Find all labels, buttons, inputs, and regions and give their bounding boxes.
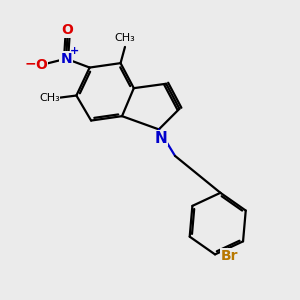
Text: CH₃: CH₃ [115,33,135,43]
Text: CH₃: CH₃ [40,94,60,103]
Text: N: N [155,131,168,146]
Text: N: N [60,52,72,66]
Text: −: − [24,56,36,70]
Text: +: + [70,46,80,56]
Text: O: O [61,23,74,37]
Text: O: O [35,58,47,72]
Text: Br: Br [220,249,238,263]
